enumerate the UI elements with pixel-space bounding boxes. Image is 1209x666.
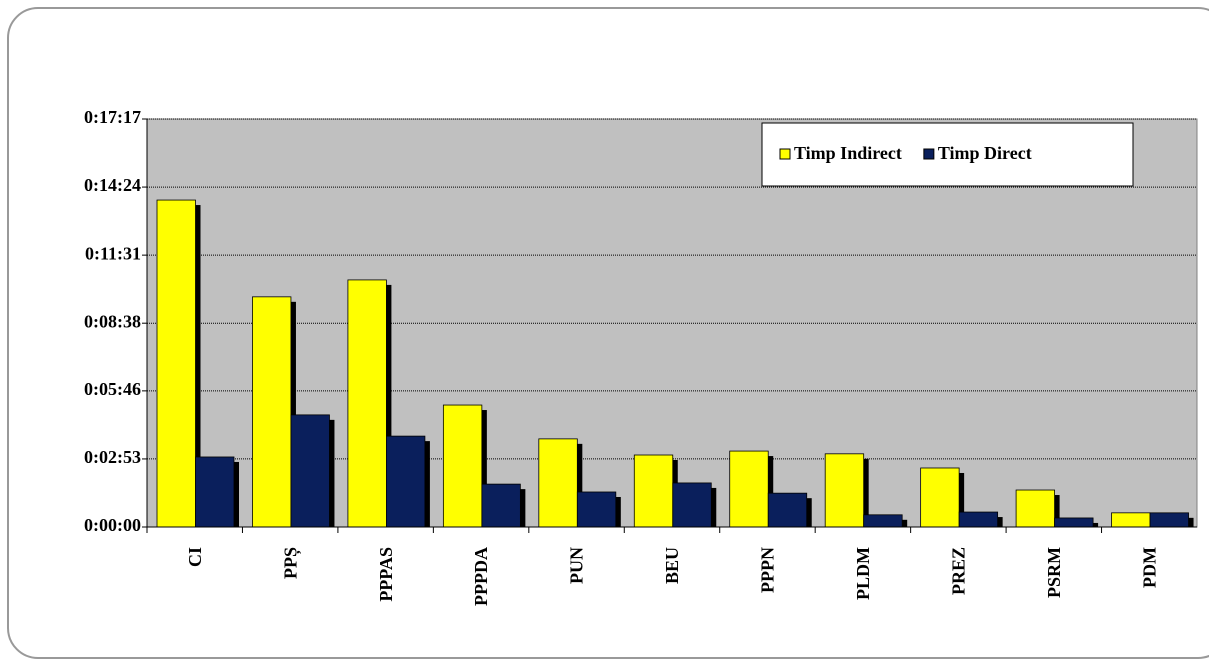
bar [252, 296, 292, 528]
y-tick-label: 0:00:00 [84, 515, 141, 535]
bar [386, 435, 426, 528]
bar [156, 199, 196, 528]
bar [538, 438, 578, 528]
legend-label: Timp Direct [938, 143, 1032, 163]
bar [290, 414, 330, 528]
bar [863, 514, 903, 528]
x-tick-label: PPPAS [376, 547, 396, 602]
bar [1149, 512, 1189, 528]
x-tick-label: PSRM [1044, 547, 1064, 598]
bar [347, 279, 387, 528]
x-tick-label: BEU [662, 547, 682, 584]
bar [958, 511, 999, 528]
y-tick-label: 0:02:53 [84, 447, 141, 467]
x-tick-label: PUN [567, 547, 587, 584]
y-tick-label: 0:11:31 [85, 243, 141, 263]
bar [576, 491, 617, 528]
legend-box [761, 122, 1134, 187]
x-tick-label: PDM [1139, 547, 1159, 588]
y-tick-label: 0:17:17 [84, 107, 141, 127]
y-tick-label: 0:14:24 [84, 175, 141, 195]
bar [824, 453, 865, 528]
legend-swatch [779, 148, 791, 160]
bar [729, 450, 769, 528]
bar [1015, 489, 1055, 528]
x-tick-label: CI [185, 547, 205, 567]
bar [195, 456, 235, 528]
x-tick-label: PLDM [853, 547, 873, 600]
bar [633, 454, 674, 528]
y-tick-label: 0:08:38 [84, 311, 141, 331]
bar [442, 404, 483, 528]
bar [1054, 517, 1094, 528]
x-tick-label: PPPDA [471, 547, 491, 606]
bar [1111, 512, 1151, 528]
x-tick-label: PREZ [948, 547, 968, 595]
bar [767, 492, 808, 528]
y-tick-label: 0:05:46 [84, 379, 141, 399]
x-tick-label: PPPN [758, 547, 778, 593]
bar [920, 467, 960, 528]
bar [672, 482, 712, 528]
legend-label: Timp Indirect [794, 143, 902, 163]
legend-swatch [923, 148, 935, 160]
bar [481, 483, 521, 528]
x-tick-label: PPȘ [280, 547, 301, 579]
